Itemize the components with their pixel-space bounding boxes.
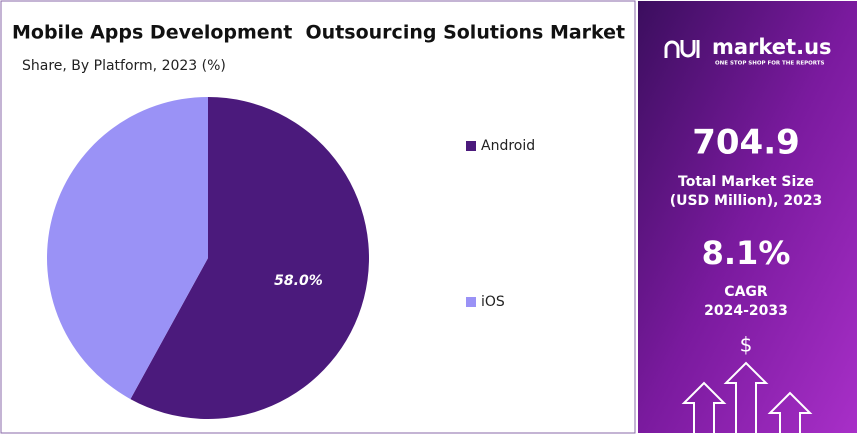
pie-slice: [46, 97, 208, 400]
chart-title: Mobile Apps Development Outsourcing Solu…: [12, 22, 625, 44]
market-size-label: (USD Million), 2023: [670, 193, 823, 209]
side-panel: [638, 1, 857, 433]
cagr: 8.1%: [702, 234, 791, 272]
brand: market.us: [712, 35, 832, 59]
chart-subtitle: Share, By Platform, 2023 (%): [22, 58, 226, 74]
legend-swatch: [466, 141, 476, 151]
logo-icon: [664, 40, 700, 58]
cagr-label: 2024-2033: [704, 303, 788, 319]
data-label: 58.0%: [274, 273, 323, 289]
pie-slice: [130, 97, 369, 419]
cagr-label: CAGR: [724, 284, 768, 300]
legend-swatch: [466, 297, 476, 307]
pie: 58.0%: [46, 97, 369, 419]
legend-label: iOS: [481, 294, 505, 310]
currency-icon: $: [740, 333, 753, 357]
market-size: 704.9: [692, 123, 800, 163]
tagline: ONE STOP SHOP FOR THE REPORTS: [715, 61, 825, 67]
market-size-label: Total Market Size: [678, 174, 814, 190]
arrows: [681, 361, 813, 433]
legend: Android iOS: [466, 138, 535, 310]
legend-label: Android: [481, 138, 535, 154]
